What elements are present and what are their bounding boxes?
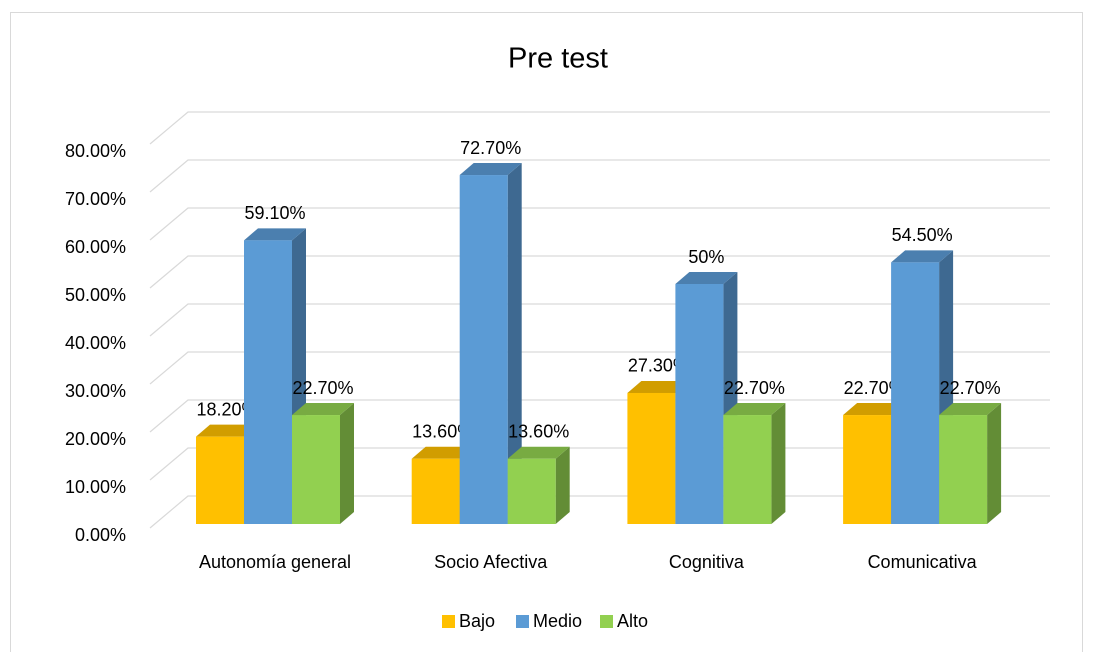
legend-swatch [600,615,613,628]
bar-side [771,403,786,524]
bar-top [939,403,1002,416]
bar-top [891,250,954,263]
bar-top [675,272,738,284]
grid-line [149,111,1050,145]
data-label: 54.50% [892,225,953,245]
data-label: 50% [688,247,724,267]
bar-side [987,403,1002,524]
y-tick-label: 80.00% [65,141,126,161]
chart-title: Pre test [508,43,608,75]
bar-top [507,446,570,459]
x-tick-label: Comunicativa [868,552,978,572]
y-tick-label: 70.00% [65,189,126,209]
bar-top [627,380,690,393]
data-label: 27.30% [628,356,689,376]
data-label: 22.70% [724,378,785,398]
bar-top [196,424,258,437]
legend-swatch [516,615,529,628]
data-label: 13.60% [412,421,473,441]
x-tick-label: Socio Afectiva [434,552,548,572]
bar [939,415,988,524]
bar-top [723,403,786,416]
bar [459,175,508,525]
bar-top [244,228,306,241]
x-tick-label: Cognitiva [669,552,745,572]
bar [891,262,940,524]
bar-top [411,446,474,459]
bar [292,415,340,524]
x-tick-label: Autonomía general [199,552,351,572]
bar-side [340,403,354,524]
grid-line [149,255,1050,289]
bar [627,392,676,524]
data-label: 22.70% [292,378,353,398]
bar [196,436,244,524]
bar-top [843,403,906,416]
grid-line [149,303,1050,337]
legend-label: Alto [617,611,648,631]
bar [244,240,292,524]
y-tick-label: 30.00% [65,381,126,401]
bar-top [459,163,522,176]
legend-label: Bajo [459,611,495,631]
bar [411,458,460,524]
bar [723,415,772,524]
grid-line [149,351,1050,385]
bar-top [292,403,354,416]
data-label: 72.70% [460,138,521,158]
y-tick-label: 40.00% [65,333,126,353]
y-tick-label: 10.00% [65,477,126,497]
bar [507,458,556,524]
grid-line [149,399,1050,433]
y-tick-label: 60.00% [65,237,126,257]
y-tick-label: 50.00% [65,285,126,305]
data-label: 13.60% [508,421,569,441]
bar [675,284,724,524]
grid-line [149,207,1050,241]
legend-label: Medio [533,611,582,631]
grid-line [149,159,1050,193]
bar [843,415,892,524]
data-label: 59.10% [244,203,305,223]
data-label: 18.20% [196,399,257,419]
data-label: 22.70% [940,378,1001,398]
bar-side [507,163,522,525]
y-tick-label: 20.00% [65,429,126,449]
y-tick-label: 0.00% [75,525,126,545]
data-label: 22.70% [844,378,905,398]
bar-side [555,446,570,524]
legend-swatch [442,615,455,628]
